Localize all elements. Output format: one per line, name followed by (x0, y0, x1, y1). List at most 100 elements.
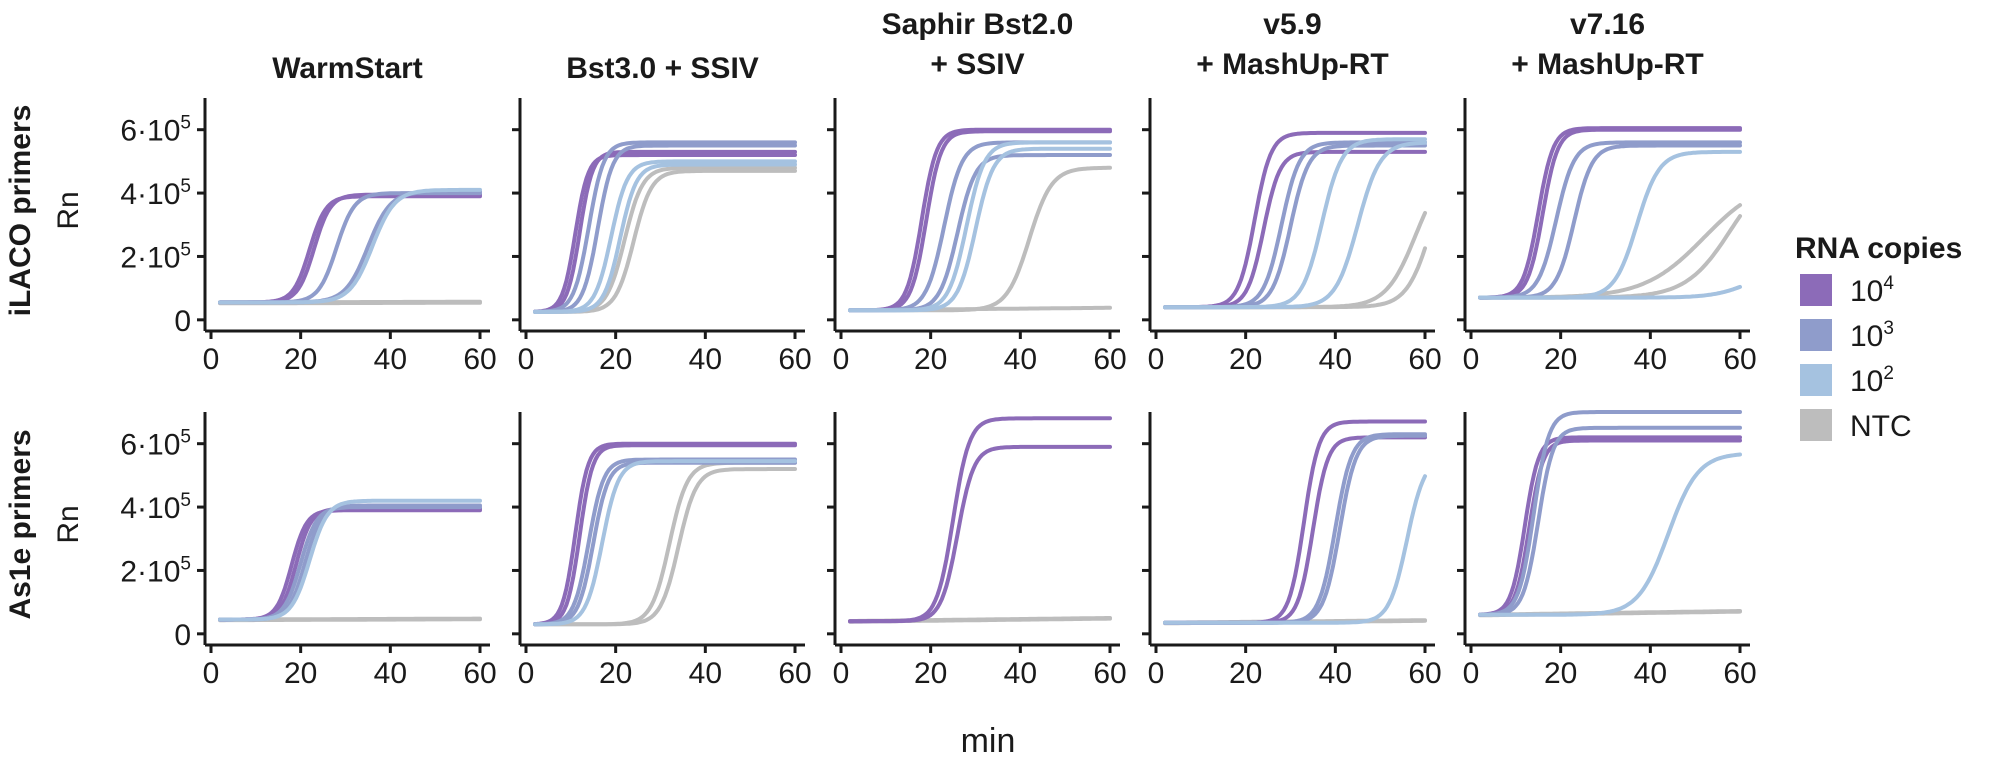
x-tick-label: 60 (1723, 343, 1756, 376)
row-label: As1e primers (4, 429, 37, 619)
legend-title: RNA copies (1795, 232, 1962, 265)
x-tick-label: 0 (833, 657, 850, 690)
series-line (1478, 149, 1742, 300)
series-line (1163, 140, 1427, 310)
series-line (1163, 432, 1427, 625)
x-tick-label: 40 (1319, 657, 1352, 690)
column-titles: WarmStart Bst3.0 + SSIV Saphir Bst2.0 + SSI… (272, 8, 1704, 85)
legend-label: 103 (1850, 318, 1894, 353)
x-tick-label: 60 (463, 657, 496, 690)
series-line (1478, 435, 1742, 617)
column-title: Bst3.0 + SSIV (566, 52, 759, 85)
panels: 0 2·105 4·105 6·105 0 20 40 60 0 20 40 60 0 20 40 60 0 20… (120, 98, 1757, 690)
series-line (1478, 452, 1742, 617)
x-tick-label: 20 (1544, 343, 1577, 376)
x-tick-label: 0 (1463, 657, 1480, 690)
series-line (848, 140, 1112, 313)
y-tick-label: 4·105 (120, 176, 191, 211)
x-axis-label: min (961, 722, 1016, 760)
panel: 0 20 40 60 (1457, 410, 1757, 690)
panel: 0 20 40 60 (1142, 98, 1442, 376)
series-line (533, 467, 797, 627)
x-tick-label: 40 (1004, 657, 1037, 690)
panel: 0 2·105 4·105 6·105 0 20 40 60 (120, 412, 497, 690)
panel: 0 20 40 60 (1142, 412, 1442, 690)
x-tick-label: 40 (689, 343, 722, 376)
x-tick-label: 20 (284, 343, 317, 376)
y-axis-label: Rn (52, 505, 85, 543)
column-title: + MashUp-RT (1511, 48, 1704, 81)
x-tick-label: 0 (1148, 657, 1165, 690)
legend-label: NTC (1850, 410, 1912, 443)
series-line (848, 165, 1112, 313)
panel: 0 20 40 60 (827, 98, 1127, 376)
x-tick-label: 60 (463, 343, 496, 376)
y-tick-label: 4·105 (120, 490, 191, 525)
series-line (533, 149, 797, 314)
series-line (218, 506, 482, 622)
series-line (1163, 435, 1427, 625)
series-line (1478, 140, 1742, 300)
series-line (1163, 419, 1427, 625)
series-line (848, 146, 1112, 313)
x-tick-label: 60 (1723, 657, 1756, 690)
series-line (1163, 474, 1427, 625)
column-title: + SSIV (930, 48, 1024, 81)
row-labels: iLACO primers Rn As1e primers Rn (4, 105, 85, 620)
series-line (1163, 130, 1427, 310)
y-tick-label: 2·105 (120, 553, 191, 588)
panel: 0 20 40 60 (1457, 98, 1757, 376)
x-tick-label: 20 (599, 343, 632, 376)
x-tick-label: 40 (1004, 343, 1037, 376)
panel: 0 20 40 60 (827, 412, 1127, 690)
x-tick-label: 20 (284, 657, 317, 690)
y-tick-label: 6·105 (120, 427, 191, 462)
series-line (1478, 410, 1742, 617)
x-tick-label: 20 (1229, 657, 1262, 690)
x-tick-label: 40 (1634, 343, 1667, 376)
panel: 0 2·105 4·105 6·105 0 20 40 60 (120, 98, 497, 376)
legend-label: 102 (1850, 363, 1894, 398)
legend: RNA copies 104 103 102 NTC (1795, 232, 1962, 443)
column-title: v5.9 (1263, 8, 1321, 41)
column-title: v7.16 (1570, 8, 1645, 41)
series-line (1163, 140, 1427, 310)
series-line (848, 444, 1112, 624)
panel: 0 20 40 60 (512, 412, 812, 690)
x-tick-label: 0 (203, 657, 220, 690)
x-tick-label: 20 (1229, 343, 1262, 376)
series-line (533, 443, 797, 627)
series-line (1163, 211, 1427, 310)
x-tick-label: 40 (1634, 657, 1667, 690)
y-axis-label: Rn (52, 191, 85, 229)
x-tick-label: 0 (203, 343, 220, 376)
series-line (848, 129, 1112, 313)
y-tick-label: 2·105 (120, 239, 191, 274)
series-line (533, 162, 797, 314)
y-tick-label: 6·105 (120, 113, 191, 148)
column-title: + MashUp-RT (1196, 48, 1389, 81)
x-tick-label: 60 (1408, 343, 1441, 376)
y-tick-label: 0 (174, 305, 191, 338)
legend-swatch (1800, 364, 1832, 396)
x-tick-label: 40 (374, 657, 407, 690)
legend-label: 104 (1850, 273, 1894, 308)
x-tick-label: 40 (689, 657, 722, 690)
series-line (1478, 127, 1742, 300)
row-label: iLACO primers (4, 105, 37, 317)
x-tick-label: 0 (833, 343, 850, 376)
column-title: Saphir Bst2.0 (882, 8, 1074, 41)
column-title: WarmStart (272, 52, 423, 85)
series-line (218, 505, 482, 622)
x-tick-label: 0 (518, 657, 535, 690)
x-tick-label: 20 (914, 657, 947, 690)
x-tick-label: 20 (914, 343, 947, 376)
x-tick-label: 60 (778, 657, 811, 690)
x-tick-label: 40 (1319, 343, 1352, 376)
x-tick-label: 60 (1408, 657, 1441, 690)
series-line (218, 189, 482, 305)
series-line (533, 140, 797, 314)
series-line (533, 153, 797, 314)
x-tick-label: 0 (1148, 343, 1165, 376)
